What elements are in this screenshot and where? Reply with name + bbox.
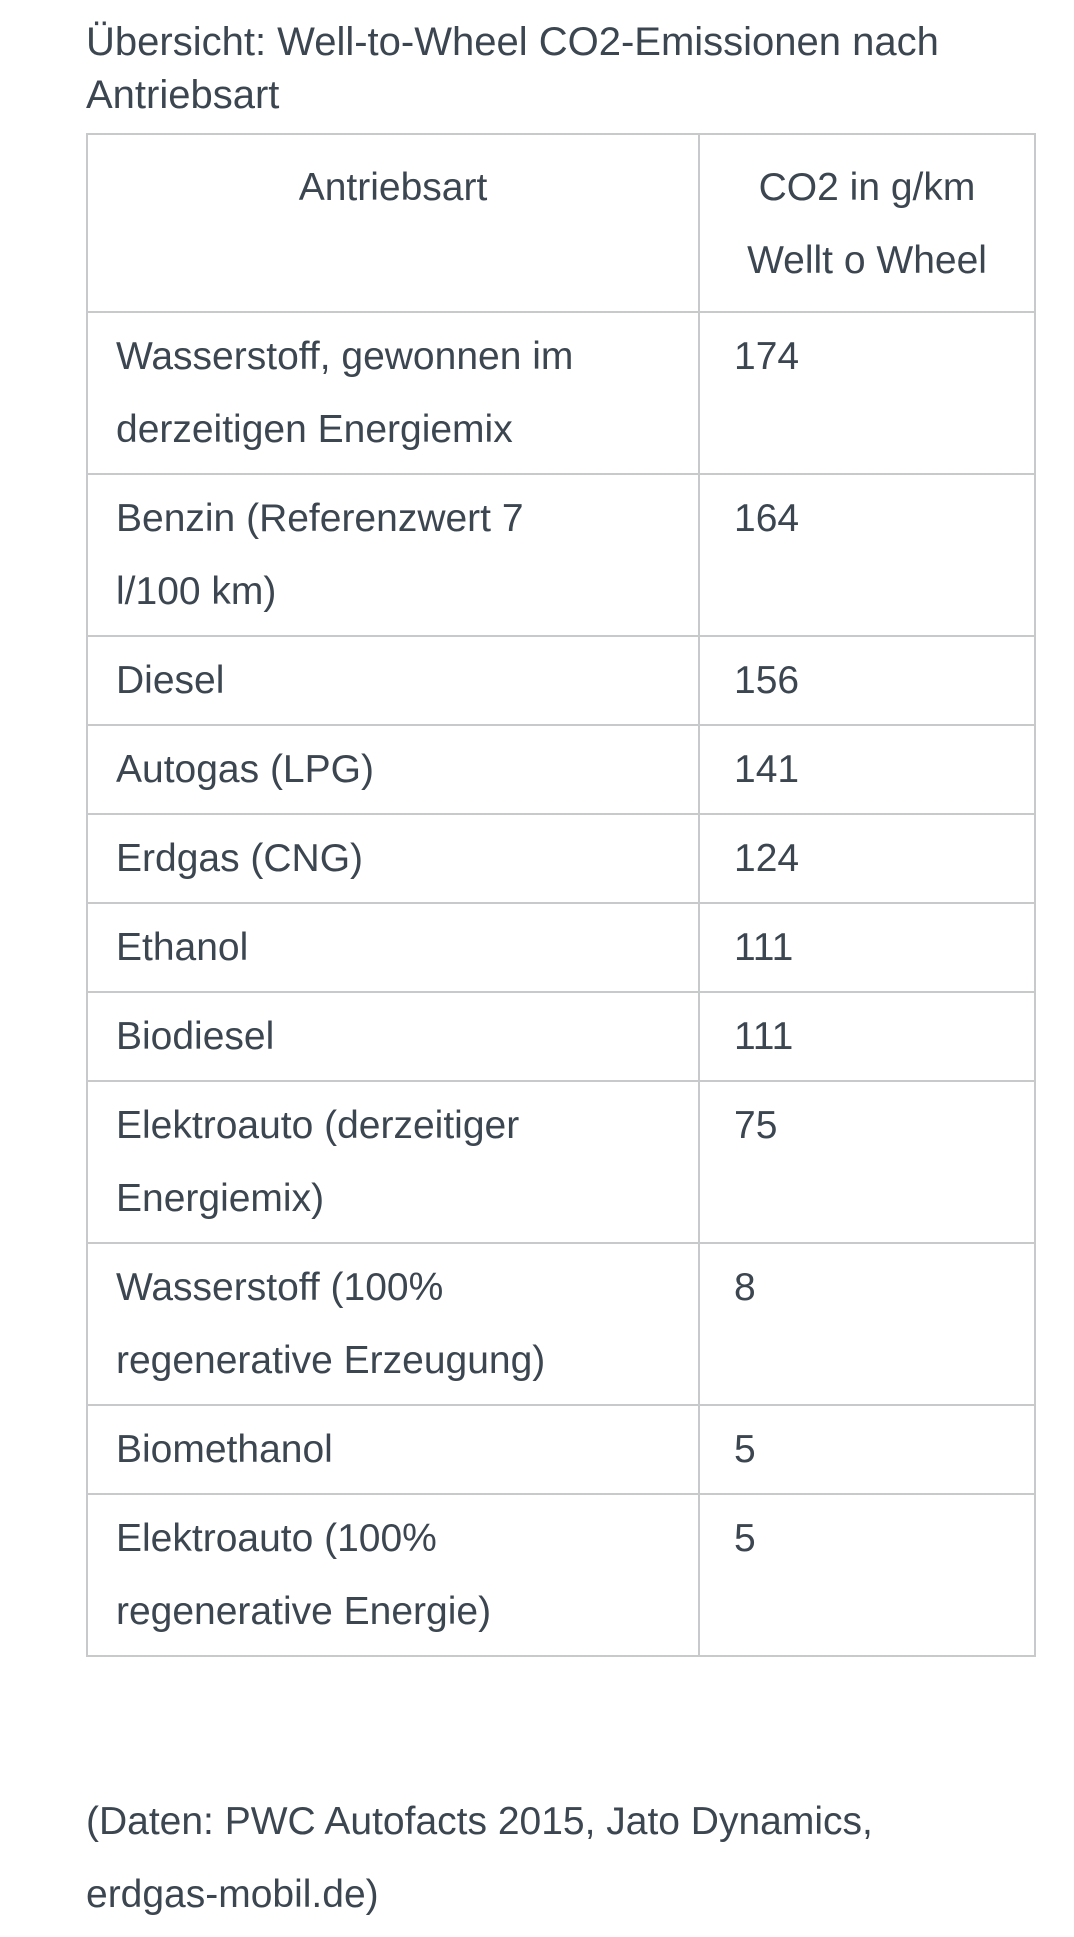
table-row: Elektroauto (derzeitiger Energiemix) 75 — [86, 1080, 1036, 1244]
co2-value-cell: 5 — [698, 1493, 1036, 1657]
table-row: Elektroauto (100% regenerative Energie) 5 — [86, 1493, 1036, 1657]
table-row: Biodiesel 111 — [86, 991, 1036, 1082]
table-row: Wasserstoff (100% regenerative Erzeugung… — [86, 1242, 1036, 1406]
co2-value-cell: 141 — [698, 724, 1036, 815]
co2-emissions-table: Antriebsart CO2 in g/km Wellt o Wheel Wa… — [86, 133, 1036, 1657]
antriebsart-cell: Biomethanol — [86, 1404, 700, 1495]
column-header-co2: CO2 in g/km Wellt o Wheel — [698, 133, 1036, 313]
table-header-row: Antriebsart CO2 in g/km Wellt o Wheel — [86, 133, 1036, 313]
antriebsart-cell: Elektroauto (100% regenerative Energie) — [86, 1493, 700, 1657]
table-row: Diesel 156 — [86, 635, 1036, 726]
table-body: Wasserstoff, gewonnen im derzeitigen Ene… — [86, 311, 1036, 1657]
co2-value-cell: 5 — [698, 1404, 1036, 1495]
antriebsart-cell: Erdgas (CNG) — [86, 813, 700, 904]
antriebsart-cell: Biodiesel — [86, 991, 700, 1082]
table-row: Ethanol 111 — [86, 902, 1036, 993]
table-row: Autogas (LPG) 141 — [86, 724, 1036, 815]
antriebsart-cell: Autogas (LPG) — [86, 724, 700, 815]
antriebsart-cell: Diesel — [86, 635, 700, 726]
article-table-section: Übersicht: Well-to-Wheel CO2-Emissionen … — [86, 16, 1074, 1931]
antriebsart-cell: Benzin (Referenzwert 7 l/100 km) — [86, 473, 700, 637]
page-title: Übersicht: Well-to-Wheel CO2-Emissionen … — [86, 20, 939, 117]
table-row: Benzin (Referenzwert 7 l/100 km) 164 — [86, 473, 1036, 637]
co2-value-cell: 164 — [698, 473, 1036, 637]
data-source-note: (Daten: PWC Autofacts 2015, Jato Dynamic… — [86, 1800, 873, 1916]
antriebsart-cell: Wasserstoff (100% regenerative Erzeugung… — [86, 1242, 700, 1406]
co2-value-cell: 111 — [698, 902, 1036, 993]
co2-value-cell: 111 — [698, 991, 1036, 1082]
table-row: Erdgas (CNG) 124 — [86, 813, 1036, 904]
antriebsart-cell: Elektroauto (derzeitiger Energiemix) — [86, 1080, 700, 1244]
table-row: Wasserstoff, gewonnen im derzeitigen Ene… — [86, 311, 1036, 475]
table-row: Biomethanol 5 — [86, 1404, 1036, 1495]
co2-value-cell: 8 — [698, 1242, 1036, 1406]
co2-value-cell: 75 — [698, 1080, 1036, 1244]
antriebsart-cell: Ethanol — [86, 902, 700, 993]
co2-value-cell: 124 — [698, 813, 1036, 904]
antriebsart-cell: Wasserstoff, gewonnen im derzeitigen Ene… — [86, 311, 700, 475]
column-header-antriebsart: Antriebsart — [86, 133, 700, 313]
co2-value-cell: 156 — [698, 635, 1036, 726]
co2-value-cell: 174 — [698, 311, 1036, 475]
